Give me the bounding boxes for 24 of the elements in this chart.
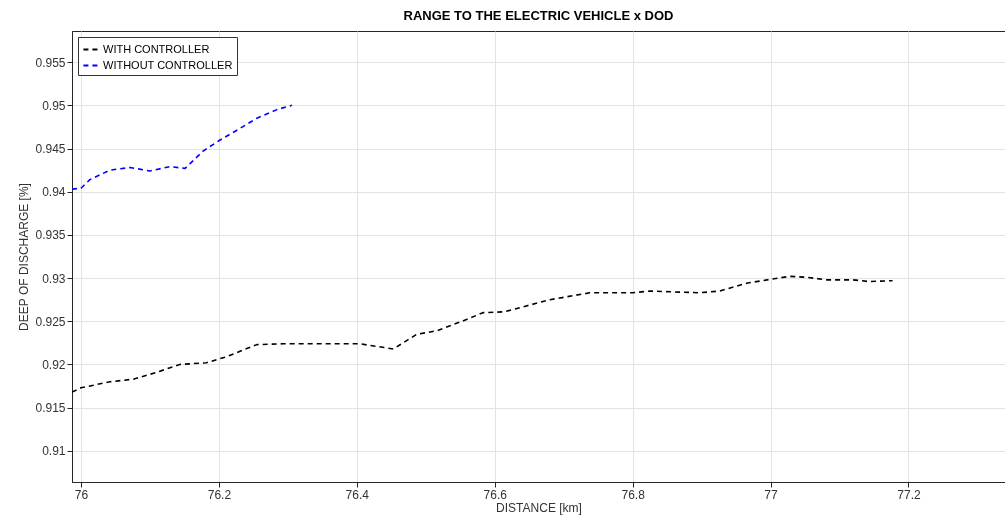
x-tick-label: 76.6 [483,487,508,502]
y-tick-label: 0.92 [42,358,66,372]
line-series [72,104,293,190]
y-tick-label: 0.925 [35,314,66,329]
y-tick-label: 0.94 [42,185,66,200]
x-tick-label: 76.2 [207,487,232,502]
y-tick-label: 0.935 [35,228,66,243]
chart-title: RANGE TO THE ELECTRIC VEHICLE x DOD [403,8,674,23]
x-tick-label: 77 [764,487,779,502]
x-axis-title: DISTANCE [km] [496,500,582,515]
y-tick-label: 0.91 [42,444,66,459]
y-tick-label: 0.93 [42,271,66,286]
y-tick-label: 0.915 [35,401,66,416]
legend-label: WITHOUT CONTROLLER [103,58,233,71]
x-tick-label: 76.4 [345,487,370,502]
x-tick-label: 76.8 [621,487,646,502]
y-tick-label: 0.95 [42,98,66,113]
line-series [72,275,894,393]
y-tick-label: 0.955 [35,55,66,70]
legend-label: WITH CONTROLLER [103,42,210,55]
x-tick-label: 76 [74,487,89,502]
y-tick-label: 0.945 [35,142,66,156]
y-axis-title: DEEP OF DISCHARGE [%] [17,183,32,331]
x-tick-label: 77.2 [897,487,921,502]
